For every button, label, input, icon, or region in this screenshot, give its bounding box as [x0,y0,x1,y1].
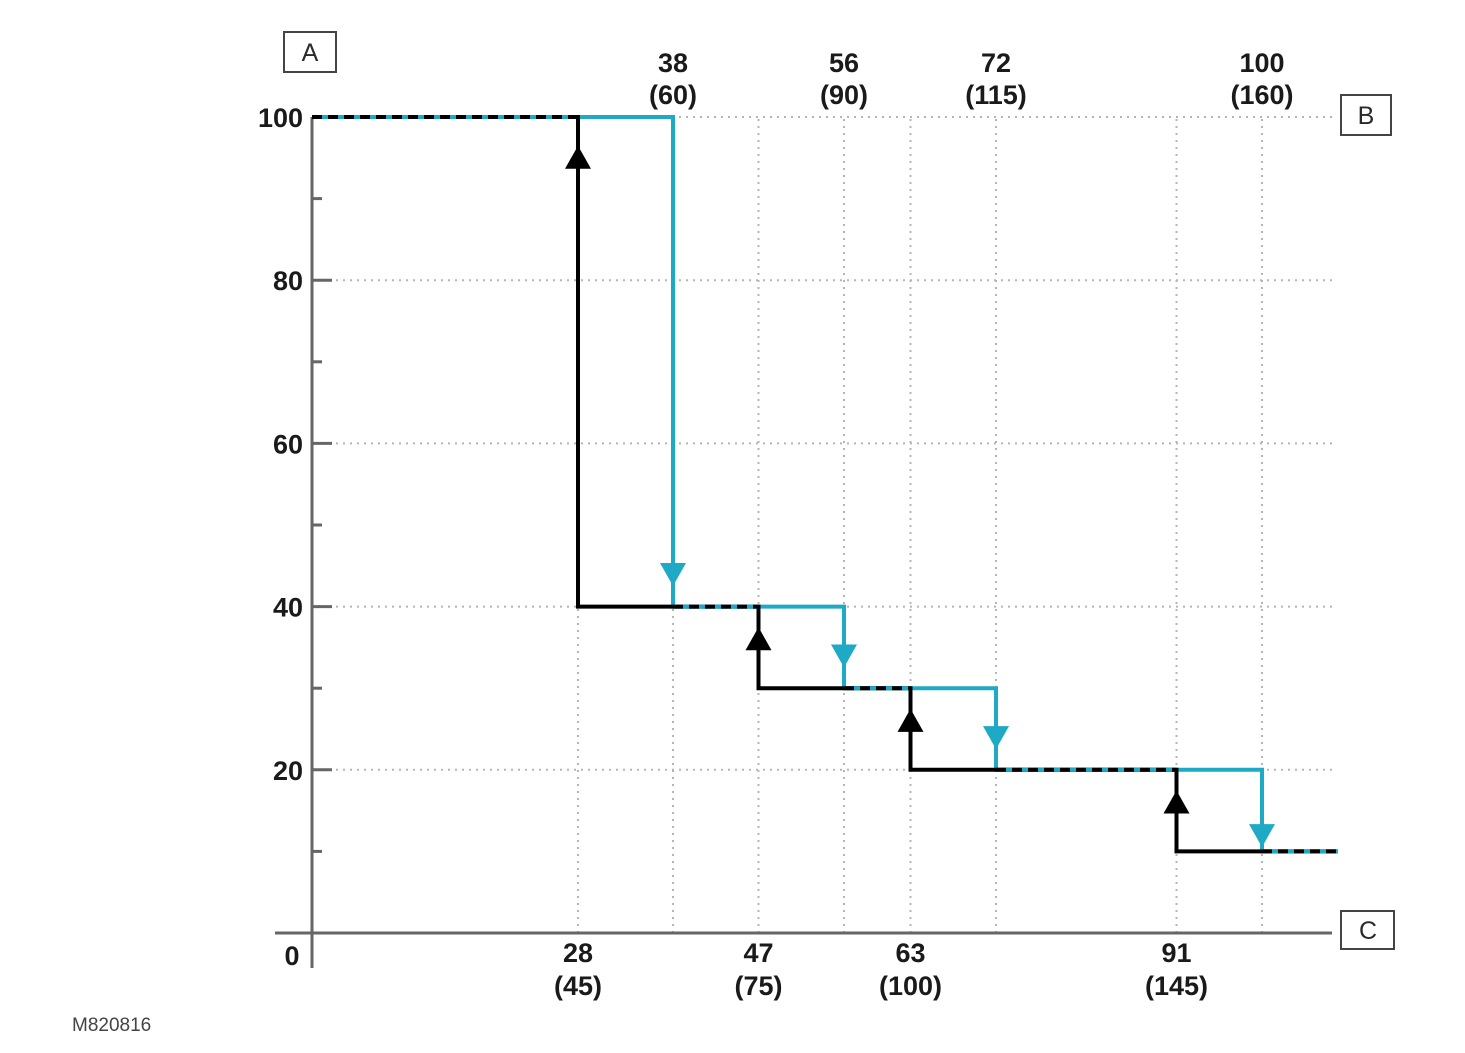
y-tick-label: 80 [273,266,303,296]
box-a: A [283,31,337,73]
downshift-arrow-marker [1249,824,1275,848]
x-bottom-tick-label: 63 [895,938,925,968]
box-c: C [1340,910,1395,950]
y-tick-label: 60 [273,429,303,459]
x-bottom-tick-sublabel: (75) [734,971,782,1001]
downshift-arrow-marker [660,562,686,586]
x-top-tick-label: 72 [981,48,1011,78]
upshift-arrow-marker [897,708,924,732]
x-top-tick-label: 56 [829,48,859,78]
x-bottom-tick-sublabel: (100) [879,971,942,1001]
series-group [312,115,1338,854]
figure-code: M820816 [72,1015,151,1036]
upshift-arrow-marker [565,145,591,169]
labels-group: 0 20 40 60 80 100 28(45) 47(75) 63(100) 91(145) 3… [258,48,1294,1001]
box-a-label: A [302,39,319,67]
box-b-label: B [1358,102,1375,130]
origin-label: 0 [284,941,299,971]
x-top-tick-sublabel: (60) [649,80,697,110]
box-b: B [1340,94,1392,136]
y-tick-label: 40 [273,593,303,623]
x-bottom-tick-label: 91 [1161,938,1191,968]
box-c-label: C [1359,917,1377,945]
x-bottom-tick-label: 28 [563,938,593,968]
downshift-line [312,115,1338,854]
x-top-tick-label: 100 [1239,48,1284,78]
axes [275,117,1332,968]
y-tick-label: 100 [258,103,303,133]
x-bottom-tick-sublabel: (145) [1145,971,1208,1001]
x-top-tick-sublabel: (90) [820,80,868,110]
x-bottom-tick-label: 47 [743,938,773,968]
x-top-tick-label: 38 [658,48,688,78]
downshift-arrow-marker [831,644,857,668]
upshift-arrow-marker [745,627,772,651]
downshift-arrow-marker [983,726,1009,750]
y-tick-label: 20 [273,756,303,786]
x-top-tick-sublabel: (160) [1230,80,1293,110]
x-bottom-tick-sublabel: (45) [554,971,602,1001]
upshift-arrow-marker [1163,790,1190,814]
upshift-line [312,115,1338,854]
x-top-tick-sublabel: (115) [965,80,1027,110]
